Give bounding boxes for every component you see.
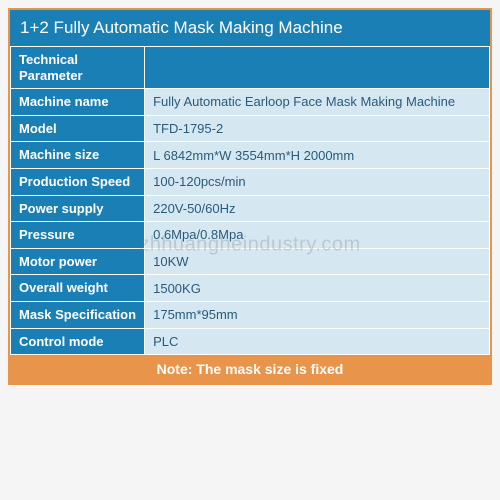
row-label: Model xyxy=(11,115,145,142)
row-label: Machine size xyxy=(11,142,145,169)
table-row: ModelTFD-1795-2 xyxy=(11,115,490,142)
table-row: Machine size L 6842mm*W 3554mm*H 2000mm xyxy=(11,142,490,169)
row-label: Mask Specification xyxy=(11,301,145,328)
row-value: Fully Automatic Earloop Face Mask Making… xyxy=(145,89,490,116)
row-label: Control mode xyxy=(11,328,145,355)
table-row: Control modePLC xyxy=(11,328,490,355)
row-value: 100-120pcs/min xyxy=(145,168,490,195)
row-label: Overall weight xyxy=(11,275,145,302)
row-value: 0.6Mpa/0.8Mpa xyxy=(145,222,490,249)
row-label: Production Speed xyxy=(11,168,145,195)
row-value: L 6842mm*W 3554mm*H 2000mm xyxy=(145,142,490,169)
row-value: TFD-1795-2 xyxy=(145,115,490,142)
row-value: 1500KG xyxy=(145,275,490,302)
header-empty xyxy=(145,47,490,89)
table-row: Overall weight1500KG xyxy=(11,275,490,302)
row-label: Motor power xyxy=(11,248,145,275)
page-title: 1+2 Fully Automatic Mask Making Machine xyxy=(10,10,490,46)
table-row: Machine nameFully Automatic Earloop Face… xyxy=(11,89,490,116)
header-label: Technical Parameter xyxy=(11,47,145,89)
table-row: Motor power10KW xyxy=(11,248,490,275)
row-label: Power supply xyxy=(11,195,145,222)
table-row: Mask Specification175mm*95mm xyxy=(11,301,490,328)
spec-container: 1+2 Fully Automatic Mask Making Machine … xyxy=(8,8,492,385)
row-value: 175mm*95mm xyxy=(145,301,490,328)
spec-table: Technical Parameter Machine nameFully Au… xyxy=(10,46,490,355)
row-value: 220V-50/60Hz xyxy=(145,195,490,222)
row-value: PLC xyxy=(145,328,490,355)
row-label: Machine name xyxy=(11,89,145,116)
row-label: Pressure xyxy=(11,222,145,249)
table-row: Power supply220V-50/60Hz xyxy=(11,195,490,222)
footer-note: Note: The mask size is fixed xyxy=(10,355,490,383)
table-row: Production Speed100-120pcs/min xyxy=(11,168,490,195)
row-value: 10KW xyxy=(145,248,490,275)
table-row: Pressure0.6Mpa/0.8Mpa xyxy=(11,222,490,249)
table-header-row: Technical Parameter xyxy=(11,47,490,89)
